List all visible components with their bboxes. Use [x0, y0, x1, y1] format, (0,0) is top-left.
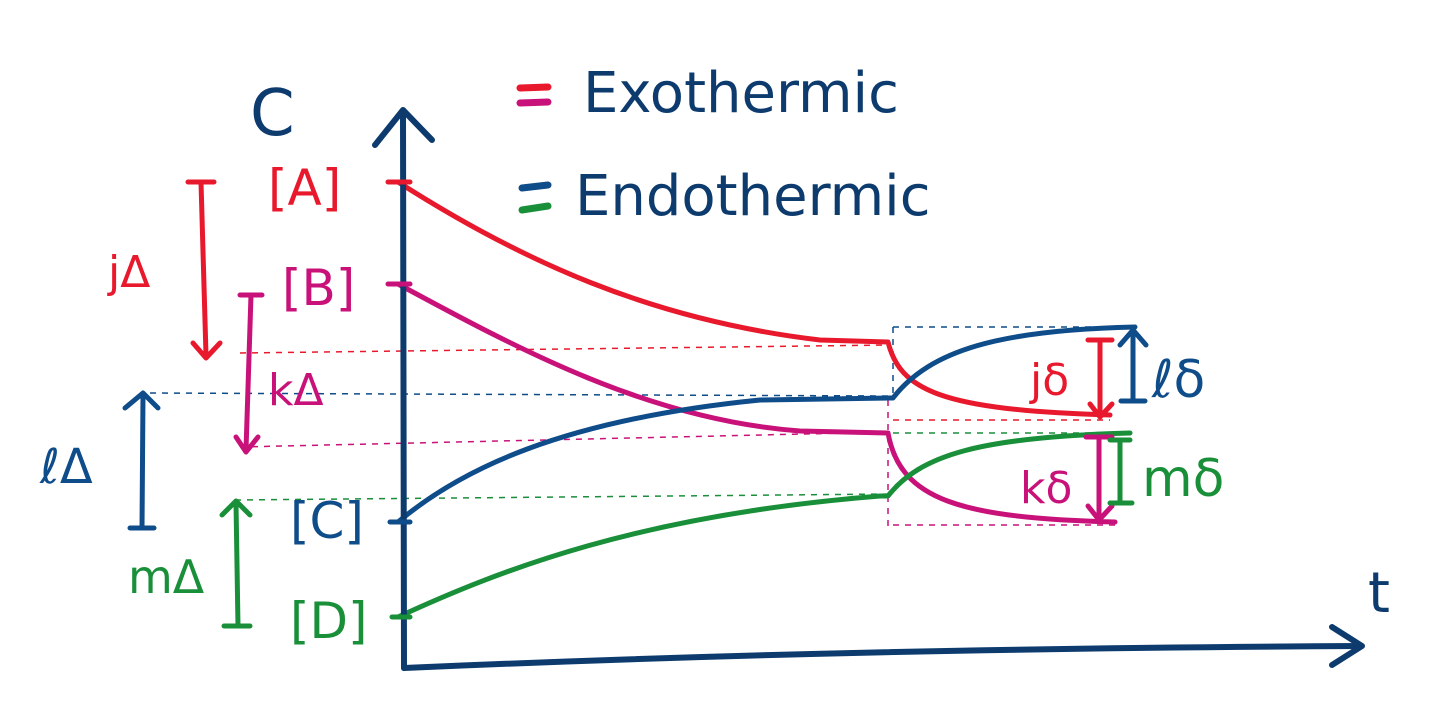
label-k-small-delta: kδ — [1020, 463, 1072, 514]
legend-swatch-magenta — [516, 98, 552, 107]
guide-blue — [149, 392, 891, 397]
arrow-j-delta — [185, 179, 223, 361]
y-axis-arrowhead — [372, 107, 435, 148]
label-species-d: [D] — [290, 592, 368, 650]
label-l-delta: ℓΔ — [39, 439, 93, 495]
label-m-small-delta: mδ — [1142, 449, 1224, 509]
x-axis — [401, 643, 1363, 671]
label-m-delta: mΔ — [128, 550, 205, 604]
x-axis-arrowhead — [1329, 624, 1365, 668]
legend-swatch-green — [518, 202, 552, 214]
curve-c — [395, 324, 1138, 525]
x-axis-label: t — [1368, 561, 1390, 626]
guide-green — [234, 493, 891, 501]
legend-swatch-blue — [518, 181, 552, 192]
arrow-l-small-delta — [1117, 327, 1149, 404]
arrow-l-delta — [122, 390, 161, 531]
label-species-b: [B] — [282, 259, 355, 317]
arrow-m-small-delta — [1107, 437, 1135, 506]
y-axis — [400, 109, 407, 671]
legend-exothermic: Exothermic — [583, 61, 899, 126]
label-k-delta: kΔ — [268, 365, 324, 416]
label-j-small-delta: jδ — [1029, 355, 1069, 406]
y-axis-label: C — [250, 77, 295, 151]
curve-b — [395, 281, 1118, 525]
legend-endothermic: Endothermic — [575, 164, 931, 229]
label-species-c: [C] — [290, 492, 364, 550]
legend-swatch-red — [516, 83, 552, 92]
label-l-small-delta: ℓδ — [1151, 350, 1205, 410]
guide-red — [239, 344, 891, 354]
arrow-m-delta — [219, 498, 253, 629]
arrow-k-small-delta — [1083, 434, 1115, 523]
curve-d — [395, 430, 1133, 620]
label-j-delta: jΔ — [107, 247, 150, 298]
arrow-k-delta — [233, 292, 265, 455]
label-species-a: [A] — [268, 159, 341, 217]
curve-a — [395, 179, 1113, 418]
arrow-j-small-delta — [1085, 337, 1115, 420]
guide-magenta — [239, 431, 891, 448]
